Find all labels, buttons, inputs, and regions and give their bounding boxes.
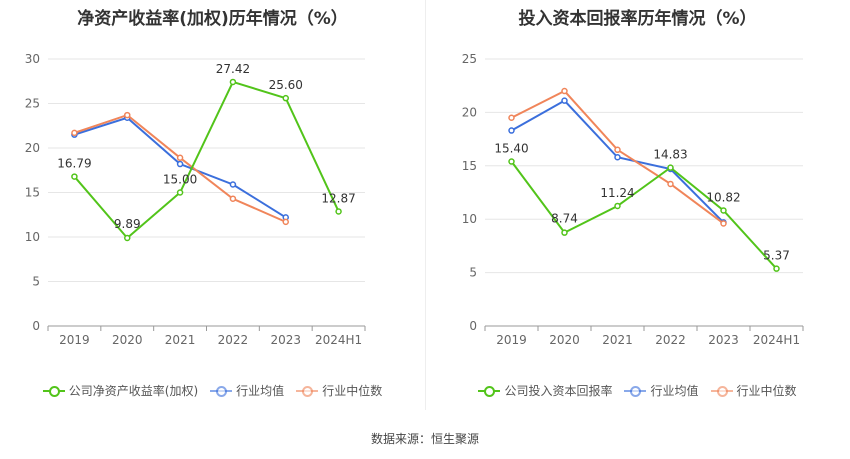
legend-label: 公司投入资本回报率 <box>504 384 613 398</box>
data-label: 27.42 <box>216 62 250 76</box>
data-point[interactable] <box>773 265 780 272</box>
legend-swatch-icon <box>296 385 319 397</box>
legend-item[interactable]: 行业中位数 <box>296 382 382 399</box>
y-tick-label: 0 <box>469 319 477 333</box>
data-point[interactable] <box>282 218 289 226</box>
data-point[interactable] <box>614 154 621 161</box>
legend-label: 行业中位数 <box>736 384 797 398</box>
legend-item[interactable]: 公司投入资本回报率 <box>478 382 612 399</box>
data-point[interactable] <box>614 202 621 210</box>
x-tick-label: 2022 <box>655 333 686 347</box>
data-point[interactable] <box>508 158 515 165</box>
chart-legend: 公司净资产收益率(加权) 行业均值 行业中位数 <box>0 382 425 399</box>
data-label: 8.74 <box>551 212 578 226</box>
chart-legend: 公司投入资本回报率 行业均值 行业中位数 <box>425 382 850 399</box>
roic-chart: 0 5 10 15 20 25 2019 2020 2021 2022 2023 2024H1 15.4… <box>462 52 804 347</box>
data-label: 5.37 <box>763 249 790 263</box>
data-point[interactable] <box>282 94 289 102</box>
legend-label: 行业均值 <box>236 384 285 398</box>
y-tick-label: 20 <box>25 141 40 155</box>
legend-label: 行业中位数 <box>322 384 383 398</box>
roe-chart: 0 5 10 15 20 25 30 2019 2020 2021 2022 2023 2024H1 16… <box>25 52 366 347</box>
legend-swatch-icon <box>710 385 733 397</box>
x-tick-label: 2021 <box>602 333 633 347</box>
data-label: 9.89 <box>114 217 141 231</box>
x-tick-label: 2020 <box>549 333 580 347</box>
legend-swatch-icon <box>210 385 233 397</box>
y-tick-label: 5 <box>32 275 40 289</box>
legend-item[interactable]: 行业均值 <box>624 382 699 399</box>
legend-item[interactable]: 行业均值 <box>210 382 284 399</box>
data-point[interactable] <box>614 146 621 154</box>
x-tick-label: 2019 <box>59 333 90 347</box>
legend-swatch-icon <box>624 385 647 397</box>
y-tick-label: 20 <box>462 105 477 119</box>
data-label: 25.60 <box>269 78 303 92</box>
data-point[interactable] <box>720 207 727 214</box>
x-tick-label: 2019 <box>496 333 527 347</box>
y-tick-label: 30 <box>25 52 40 66</box>
data-point[interactable] <box>508 114 515 121</box>
x-tick-label: 2023 <box>708 333 739 347</box>
data-point[interactable] <box>229 181 237 188</box>
y-tick-label: 5 <box>469 266 477 280</box>
panel-divider <box>425 0 426 410</box>
data-label: 15.00 <box>163 173 197 187</box>
y-tick-label: 10 <box>25 230 40 244</box>
data-label: 10.82 <box>706 190 740 204</box>
y-tick-label: 25 <box>462 52 477 66</box>
data-label: 15.40 <box>494 142 528 156</box>
x-tick-label: 2024H1 <box>753 333 800 347</box>
data-point[interactable] <box>229 78 237 86</box>
y-tick-label: 15 <box>25 186 40 200</box>
data-point[interactable] <box>176 160 184 168</box>
data-point[interactable] <box>561 97 568 104</box>
y-tick-label: 25 <box>25 97 40 111</box>
series-line <box>74 113 287 223</box>
roe-chart-panel: 净资产收益率(加权)历年情况（%） 0 5 10 15 20 25 30 2019 2020 20… <box>0 0 425 420</box>
data-source-note: 数据来源：恒生聚源 <box>370 432 479 446</box>
y-tick-label: 0 <box>32 319 40 333</box>
legend-item[interactable]: 公司净资产收益率(加权) <box>42 382 199 399</box>
data-point[interactable] <box>561 87 568 95</box>
series-line <box>510 160 778 270</box>
x-tick-label: 2023 <box>270 333 301 347</box>
data-label: 12.87 <box>321 191 355 205</box>
y-tick-label: 15 <box>462 159 477 173</box>
legend-label: 公司净资产收益率(加权) <box>68 384 199 398</box>
data-point[interactable] <box>667 164 674 171</box>
data-point[interactable] <box>71 173 78 180</box>
x-tick-label: 2021 <box>165 333 196 347</box>
series-line <box>73 80 340 240</box>
data-point[interactable] <box>124 234 131 242</box>
data-point[interactable] <box>667 180 674 188</box>
y-tick-label: 10 <box>462 212 477 226</box>
data-point[interactable] <box>561 229 568 236</box>
roic-chart-panel: 投入资本回报率历年情况（%） 0 5 10 15 20 25 2019 2020 2021 202… <box>425 0 850 420</box>
data-point[interactable] <box>508 127 515 134</box>
legend-label: 行业均值 <box>650 384 699 398</box>
chart-title: 净资产收益率(加权)历年情况（%） <box>77 9 348 29</box>
legend-item[interactable]: 行业中位数 <box>710 382 797 399</box>
data-point[interactable] <box>720 220 727 227</box>
series-line <box>74 116 287 219</box>
data-point[interactable] <box>124 111 131 119</box>
x-tick-label: 2022 <box>218 333 249 347</box>
data-point[interactable] <box>176 189 184 196</box>
x-tick-label: 2024H1 <box>315 333 362 347</box>
x-tick-label: 2020 <box>112 333 143 347</box>
legend-swatch-icon <box>478 385 501 397</box>
data-label: 14.83 <box>653 148 687 162</box>
data-point[interactable] <box>71 129 78 137</box>
data-point[interactable] <box>176 154 184 162</box>
data-point[interactable] <box>335 208 342 215</box>
data-label: 16.79 <box>57 157 91 171</box>
legend-swatch-icon <box>42 385 65 397</box>
chart-title: 投入资本回报率历年情况（%） <box>518 9 757 29</box>
data-point[interactable] <box>229 195 237 202</box>
data-label: 11.24 <box>600 186 634 200</box>
